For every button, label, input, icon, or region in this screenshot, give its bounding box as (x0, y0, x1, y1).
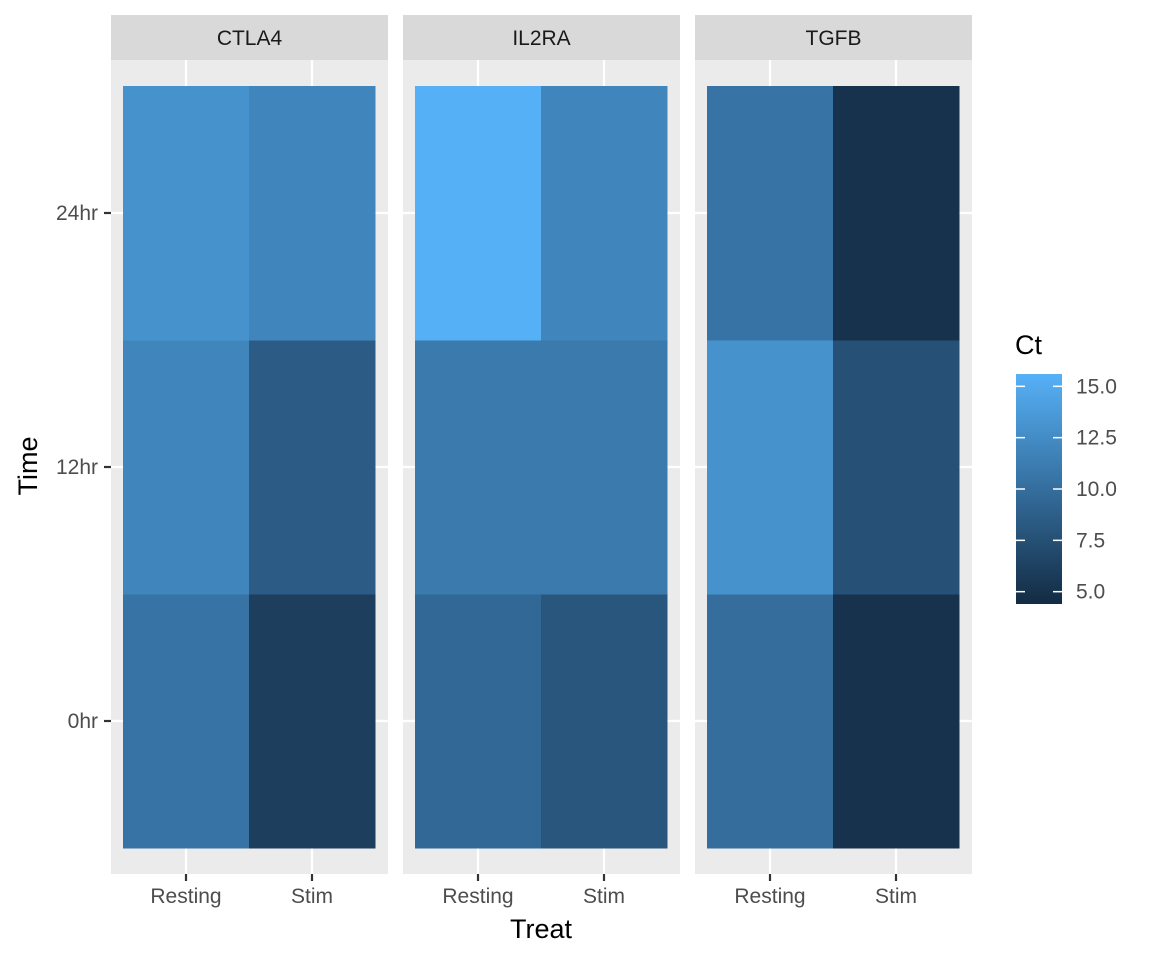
heatmap-tile (249, 86, 376, 341)
heatmap-tile (541, 86, 668, 341)
x-tick-label: Stim (583, 885, 625, 908)
facet-panel-tgfb: TGFB (695, 15, 972, 874)
legend-label: 12.5 (1076, 427, 1117, 450)
heatmap-tile (833, 340, 960, 595)
facet-panel-ctla4: CTLA4 (111, 15, 388, 874)
heatmap-tile (415, 86, 542, 341)
x-axis-title: Treat (510, 914, 573, 944)
heatmap-tile (123, 340, 250, 595)
heatmap-tile (249, 340, 376, 595)
legend-label: 5.0 (1076, 581, 1105, 604)
facet-strip-label: IL2RA (512, 27, 570, 50)
x-tick-label: Resting (734, 885, 805, 908)
facet-panels: CTLA4 IL2RA TGFB (111, 15, 972, 874)
facet-panel-il2ra: IL2RA (403, 15, 680, 874)
heatmap-tile (123, 86, 250, 341)
x-axes: Resting Stim Resting Stim Resting Stim (150, 874, 917, 908)
x-tick-label: Stim (291, 885, 333, 908)
heatmap-tile (249, 594, 376, 849)
y-axis-title: Time (13, 437, 43, 496)
heatmap-tile (833, 86, 960, 341)
heatmap-tile (707, 340, 834, 595)
y-tick-label: 12hr (56, 456, 98, 479)
heatmap-tile (415, 594, 542, 849)
legend-title: Ct (1015, 330, 1042, 360)
x-tick-label: Stim (875, 885, 917, 908)
facet-strip-label: TGFB (806, 27, 862, 50)
legend-label: 15.0 (1076, 375, 1117, 398)
legend-label: 10.0 (1076, 478, 1117, 501)
x-tick-label: Resting (442, 885, 513, 908)
heatmap-tile (415, 340, 542, 595)
y-axis: 0hr 12hr 24hr (56, 202, 111, 733)
y-tick-label: 24hr (56, 202, 98, 225)
facet-strip (695, 15, 972, 60)
facet-strip (403, 15, 680, 60)
heatmap-tile (541, 340, 668, 595)
y-tick-label: 0hr (68, 710, 98, 733)
legend: Ct 5.0 7.5 10.0 12.5 15.0 (1015, 330, 1117, 604)
facet-strip (111, 15, 388, 60)
heatmap-tile (707, 86, 834, 341)
legend-label: 7.5 (1076, 529, 1105, 552)
heatmap-tile (707, 594, 834, 849)
heatmap-tile (833, 594, 960, 849)
facet-strip-label: CTLA4 (217, 27, 283, 50)
heatmap-tile (123, 594, 250, 849)
heatmap-tile (541, 594, 668, 849)
x-tick-label: Resting (150, 885, 221, 908)
